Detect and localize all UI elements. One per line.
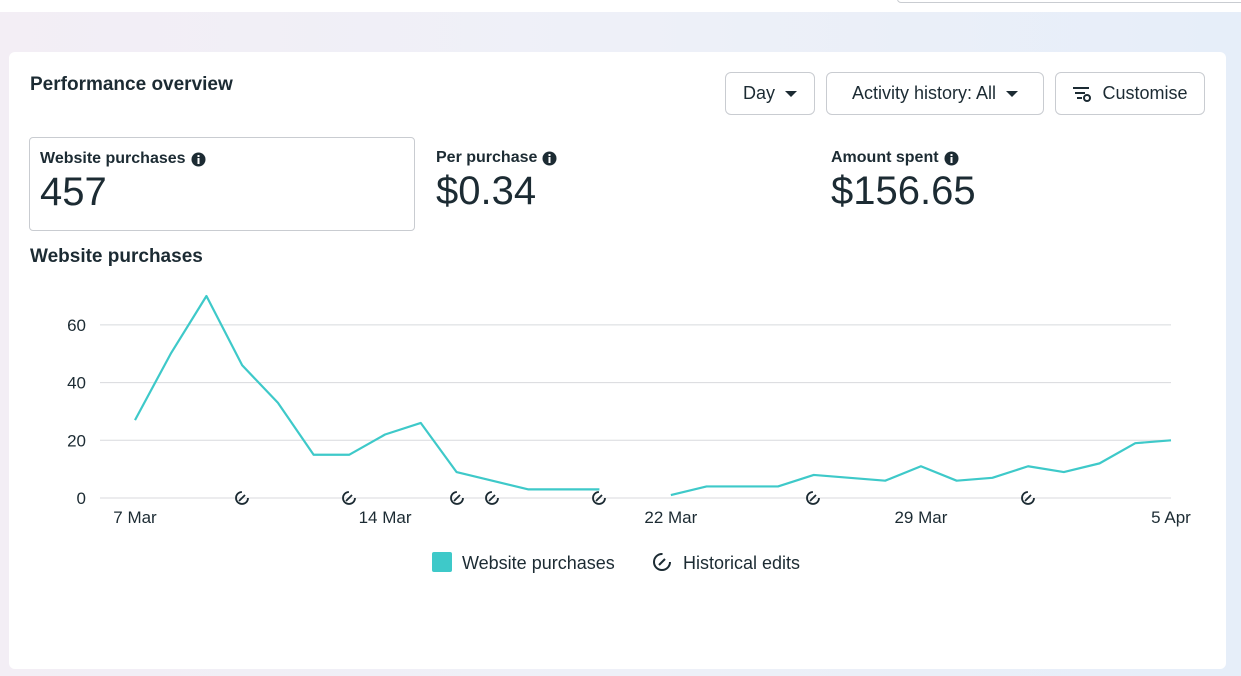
legend-label: Historical edits <box>683 553 800 573</box>
y-tick-label: 60 <box>67 316 86 335</box>
customise-button[interactable]: Customise <box>1055 72 1205 115</box>
x-tick-label: 29 Mar <box>894 508 947 527</box>
series-line <box>134 294 1172 497</box>
chart: Website purchases 0 20 40 60 7 Mar 14 Mar 22 M… <box>30 246 1191 573</box>
metric-label-row: Per purchase <box>436 149 796 167</box>
info-icon <box>191 152 206 166</box>
metric-value: $156.65 <box>831 169 976 213</box>
icon-slash <box>658 558 666 566</box>
y-tick-label: 0 <box>77 489 86 508</box>
y-tick-label: 20 <box>67 431 86 450</box>
top-bar <box>0 0 1241 12</box>
x-tick-label: 5 Apr <box>1151 508 1191 527</box>
card <box>9 52 1226 669</box>
card-title: Performance overview <box>30 74 233 95</box>
metric-label: Amount spent <box>831 149 939 166</box>
y-tick-label: 40 <box>67 374 86 393</box>
metric-card[interactable]: Website purchases 457 <box>29 137 415 231</box>
edit-markers <box>235 491 1035 505</box>
icon-ring <box>653 553 671 571</box>
metric-label: Per purchase <box>436 149 538 166</box>
day-button[interactable]: Day <box>725 72 815 115</box>
metric-label-row: Amount spent <box>831 149 1191 167</box>
legend-swatch <box>432 552 452 572</box>
customise-icon <box>1073 86 1092 102</box>
metric-card[interactable]: Amount spent $156.65 <box>821 137 1201 231</box>
legend-edit-icon <box>653 553 671 571</box>
x-tick-label: 22 Mar <box>644 508 697 527</box>
metric-card[interactable]: Per purchase $0.34 <box>426 137 806 231</box>
x-tick-label: 14 Mar <box>359 508 412 527</box>
metric-value: 457 <box>40 170 107 214</box>
legend-label: Website purchases <box>462 553 615 573</box>
info-icon <box>542 151 557 165</box>
metric-value: $0.34 <box>436 169 537 213</box>
metric-label-row: Website purchases <box>40 150 404 168</box>
caret <box>1006 90 1019 97</box>
caret <box>785 90 797 97</box>
x-tick-label: 7 Mar <box>113 508 157 527</box>
activity-button[interactable]: Activity history: All <box>826 72 1044 115</box>
button-label: Customise <box>1102 83 1188 103</box>
search-box[interactable] <box>897 0 1241 3</box>
metric-label: Website purchases <box>40 150 186 167</box>
button-label: Day <box>742 83 775 103</box>
chart-title: Website purchases <box>30 246 203 267</box>
button-label: Activity history: All <box>851 83 997 103</box>
info-icon <box>944 151 959 165</box>
